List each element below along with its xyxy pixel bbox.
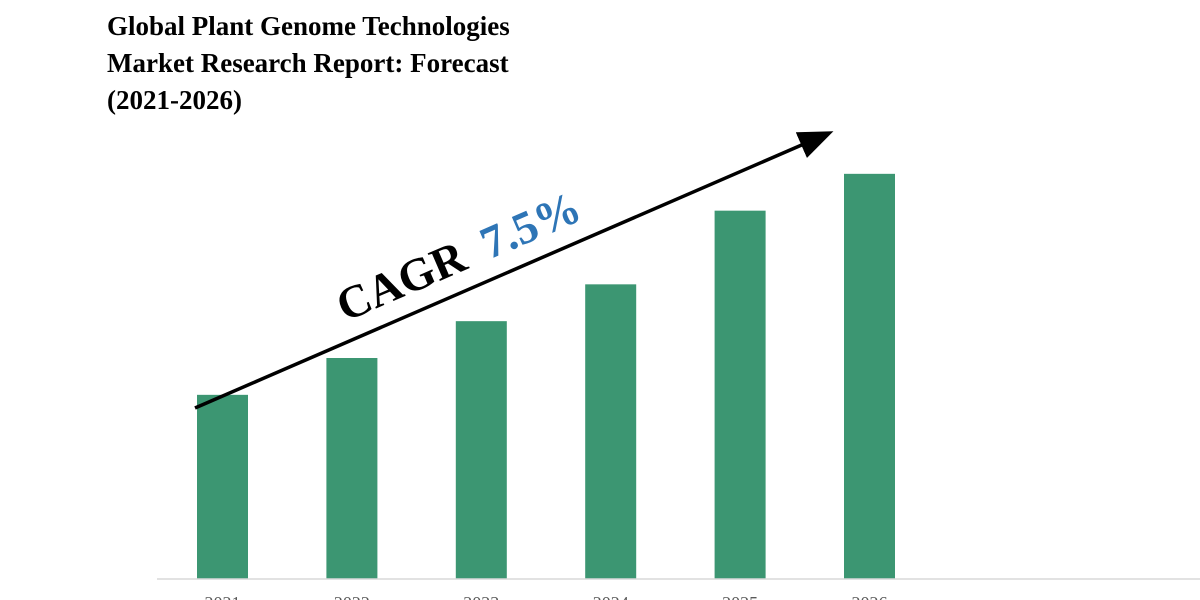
x-tick-label-2025: 2025: [722, 593, 758, 600]
cagr-trend-arrow: [194, 131, 834, 410]
bar-2022: [326, 358, 378, 579]
bar-2025: [714, 210, 766, 579]
bar-2024: [585, 284, 637, 579]
bar-2021: [197, 394, 248, 579]
x-tick-label-2021: 2021: [205, 593, 241, 600]
title-line-2: Market Research Report: Forecast: [107, 48, 509, 78]
x-tick-label-2022: 2022: [334, 593, 370, 600]
title-line-1: Global Plant Genome Technologies: [107, 11, 510, 41]
cagr-value: 7.5%: [473, 181, 588, 269]
bar-2023: [455, 321, 507, 579]
chart-title: Global Plant Genome Technologies Market …: [107, 8, 627, 119]
title-line-3: (2021-2026): [107, 85, 242, 115]
bar-2026: [844, 173, 895, 580]
bars-group: [197, 173, 895, 580]
x-tick-label-2024: 2024: [593, 593, 629, 600]
x-tick-label-2023: 2023: [463, 593, 499, 600]
x-tick-labels: 2021 2022 2023 2024 2025 2026: [205, 593, 888, 600]
x-tick-label-2026: 2026: [852, 593, 888, 600]
cagr-label: CAGR: [329, 230, 474, 331]
